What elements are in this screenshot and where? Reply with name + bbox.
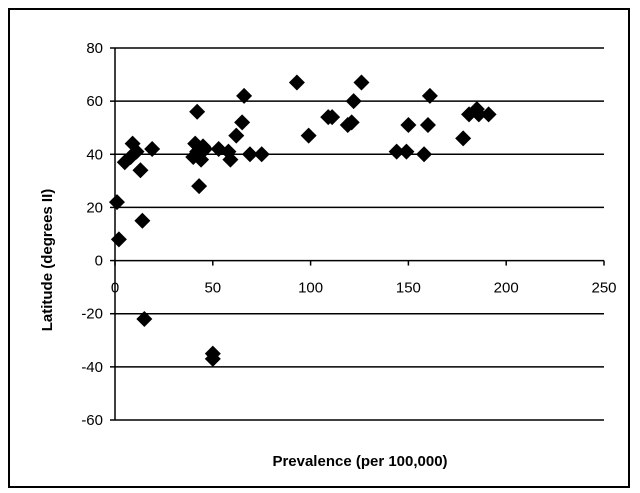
- y-tick-label: 20: [86, 199, 103, 216]
- data-point: [196, 140, 213, 157]
- data-point: [108, 194, 125, 211]
- data-point: [353, 74, 370, 91]
- data-point: [398, 143, 415, 160]
- axes: [110, 47, 605, 421]
- data-point: [128, 143, 145, 160]
- y-tick-label: -40: [81, 359, 103, 376]
- data-point: [345, 93, 362, 110]
- y-tick-label: -60: [81, 412, 103, 429]
- x-tick-label: 200: [494, 280, 519, 297]
- data-point: [228, 127, 245, 144]
- data-point: [110, 231, 127, 248]
- x-tick-label: 0: [111, 280, 119, 297]
- x-tick-label: 250: [591, 280, 616, 297]
- data-point: [134, 212, 151, 229]
- data-point: [236, 87, 253, 104]
- data-point: [324, 109, 341, 126]
- data-point: [132, 162, 149, 179]
- x-tick-label: 50: [204, 280, 221, 297]
- data-point: [470, 106, 487, 123]
- data-point: [400, 117, 417, 134]
- data-point: [455, 130, 472, 147]
- data-point: [204, 350, 221, 367]
- y-tick-label: -20: [81, 306, 103, 323]
- data-point: [234, 114, 251, 131]
- data-point: [343, 114, 360, 131]
- x-tick-label: 100: [298, 280, 323, 297]
- data-point: [189, 103, 206, 120]
- data-point: [253, 146, 270, 163]
- data-point: [416, 146, 433, 163]
- chart-frame: [8, 8, 630, 488]
- data-point: [421, 87, 438, 104]
- x-tick-label: 150: [396, 280, 421, 297]
- y-tick-label: 80: [86, 40, 103, 57]
- data-point: [300, 127, 317, 144]
- data-point: [388, 143, 405, 160]
- x-axis-title: Prevalence (per 100,000): [272, 453, 447, 470]
- y-tick-label: 0: [95, 253, 103, 270]
- data-point: [144, 140, 161, 157]
- data-point: [480, 106, 497, 123]
- y-tick-label: 60: [86, 93, 103, 110]
- data-point: [136, 311, 153, 328]
- data-points: [108, 74, 497, 367]
- data-point: [222, 151, 239, 168]
- data-point: [191, 178, 208, 195]
- y-axis-title: Latitude (degrees II): [39, 189, 56, 332]
- data-point: [288, 74, 305, 91]
- grid-lines: [115, 47, 604, 421]
- data-point: [419, 117, 436, 134]
- data-point: [241, 146, 258, 163]
- y-tick-label: 40: [86, 146, 103, 163]
